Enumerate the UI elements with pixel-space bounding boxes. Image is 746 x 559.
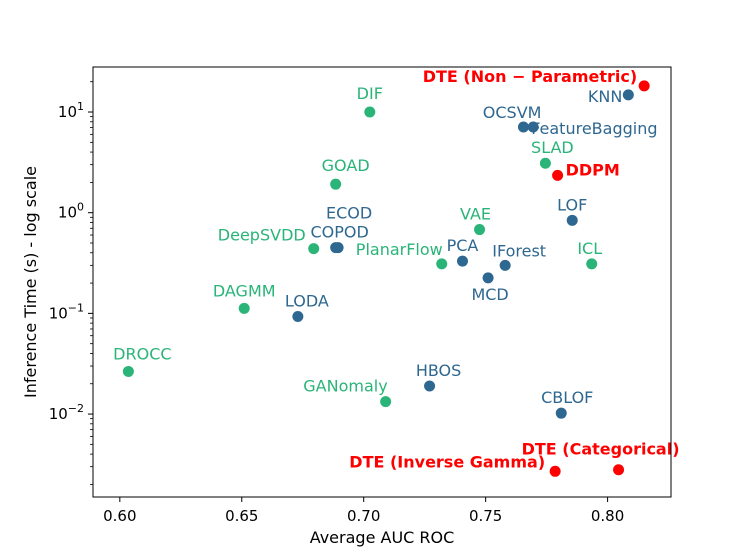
x-tick-label: 0.70	[347, 507, 380, 525]
label-ocsvm: OCSVM	[483, 103, 542, 122]
label-knn: KNN	[588, 87, 622, 106]
point-lof	[566, 214, 578, 226]
label-dte-non-parametric: DTE (Non − Parametric)	[423, 67, 637, 86]
point-knn	[622, 89, 634, 101]
plot-area-frame	[92, 66, 672, 498]
x-tick-label: 0.75	[469, 507, 502, 525]
label-dif: DIF	[357, 84, 383, 103]
label-goad: GOAD	[322, 156, 370, 175]
point-iforest	[499, 259, 511, 271]
y-tick-label: 100	[58, 201, 84, 222]
y-tick-label: 10−2	[49, 402, 84, 423]
x-tick-label: 0.60	[103, 507, 136, 525]
label-featurebagging: FeatureBagging	[531, 119, 657, 138]
point-copod	[330, 242, 342, 254]
label-lof: LOF	[557, 195, 587, 214]
label-dagmm: DAGMM	[213, 281, 276, 300]
point-slad	[539, 157, 551, 169]
label-pca: PCA	[447, 236, 479, 255]
data-labels: DIF GOAD DeepSVDD DAGMM DROCC GANomaly PlanarF…	[113, 67, 679, 471]
label-ganomaly: GANomaly	[303, 377, 387, 396]
label-iforest: IForest	[492, 241, 546, 260]
label-dte-categorical: DTE (Categorical)	[522, 440, 680, 459]
point-icl	[586, 258, 598, 270]
point-goad	[330, 178, 342, 190]
label-loda: LODA	[285, 292, 329, 311]
x-tick-label: 0.80	[591, 507, 624, 525]
y-tick-label: 101	[58, 100, 84, 121]
point-loda	[292, 311, 304, 323]
label-dte-inverse-gamma: DTE (Inverse Gamma)	[349, 452, 545, 471]
point-pca	[456, 255, 468, 267]
label-mcd: MCD	[471, 285, 508, 304]
point-cblof	[555, 407, 567, 419]
point-ddpm	[552, 169, 564, 181]
point-mcd	[482, 272, 494, 284]
y-tick-label: 10−1	[49, 301, 84, 322]
y-axis-title: Inference Time (s) - log scale	[21, 166, 40, 398]
label-planarflow: PlanarFlow	[356, 240, 443, 259]
label-ecod: ECOD	[326, 204, 372, 223]
label-copod: COPOD	[310, 223, 368, 242]
point-drocc	[122, 365, 134, 377]
point-hbos	[424, 380, 436, 392]
label-ddpm: DDPM	[566, 160, 620, 179]
point-dte-categorical	[613, 464, 625, 476]
point-deepsvdd	[308, 243, 320, 255]
data-points	[122, 80, 650, 477]
point-featurebagging	[527, 121, 539, 133]
label-cblof: CBLOF	[541, 388, 593, 407]
label-deepsvdd: DeepSVDD	[218, 226, 306, 245]
point-dte-non-parametric	[638, 80, 650, 92]
label-drocc: DROCC	[113, 344, 171, 363]
x-tick-label: 0.65	[225, 507, 258, 525]
point-ocsvm	[517, 121, 529, 133]
label-hbos: HBOS	[416, 361, 461, 380]
x-axis-title: Average AUC ROC	[310, 528, 455, 547]
point-dte-inverse-gamma	[549, 465, 561, 477]
point-ganomaly	[380, 396, 392, 408]
label-vae: VAE	[460, 205, 491, 224]
point-dagmm	[238, 302, 250, 314]
point-vae	[474, 224, 486, 236]
label-icl: ICL	[577, 239, 602, 258]
point-dif	[364, 106, 376, 118]
label-slad: SLAD	[531, 138, 574, 157]
axis-ticks: 0.60 0.65 0.70 0.75 0.80 10−2 10−1 100 101	[49, 81, 624, 525]
point-planarflow	[436, 258, 448, 270]
